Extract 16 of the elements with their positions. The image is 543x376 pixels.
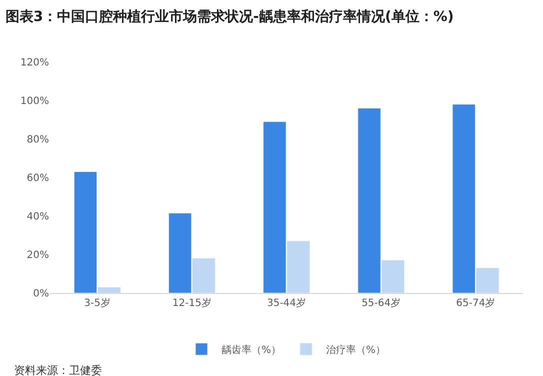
chart-title: 图表3：中国口腔种植行业市场需求状况-龋患率和治疗率情况(单位：%) <box>5 8 454 26</box>
x-tick-label: 55-64岁 <box>362 297 401 309</box>
y-tick-label: 20% <box>26 250 49 261</box>
text: 资料来源：卫健委 <box>14 364 102 376</box>
x-tick-label: 65-74岁 <box>456 297 496 309</box>
y-tick-label: 0% <box>33 288 49 300</box>
y-tick-label: 120% <box>20 58 49 68</box>
y-tick-label: 100% <box>20 96 49 107</box>
y-tick-label: 80% <box>26 134 49 146</box>
y-tick-label: 60% <box>26 173 49 184</box>
x-tick-label: 35-44岁 <box>266 297 306 309</box>
legend-label: 治疗率（%） <box>326 344 386 356</box>
legend-label: 龋齿率（%） <box>222 344 282 356</box>
x-tick-label: 12-15岁 <box>172 297 212 309</box>
y-tick-label: 40% <box>26 212 49 222</box>
x-tick-label: 3-5岁 <box>84 297 110 309</box>
